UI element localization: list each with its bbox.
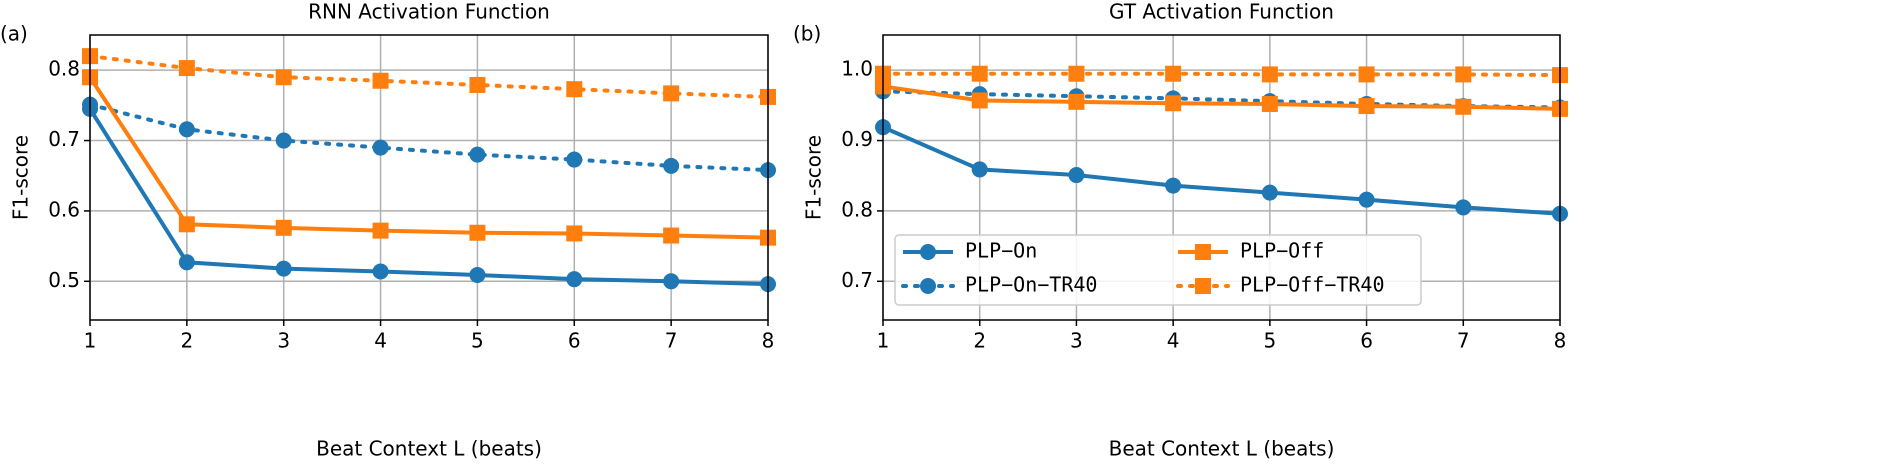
y-axis-label: F1-score	[802, 135, 826, 220]
series-line	[88, 107, 769, 287]
panel-label: (a)	[0, 22, 28, 46]
marker	[372, 222, 389, 239]
y-axis-label: F1-score	[9, 135, 33, 220]
legend-label: PLP−Off−TR40	[1240, 273, 1385, 297]
legend-box	[894, 234, 1422, 306]
plot-frame	[89, 34, 769, 321]
x-tick-label: 3	[1070, 329, 1083, 353]
x-tick-label: 1	[84, 329, 97, 353]
y-tick-label: 0.6	[48, 197, 80, 221]
series-line	[88, 76, 769, 240]
x-tick-label: 8	[1554, 329, 1567, 353]
marker	[372, 139, 389, 156]
x-tick-label: 8	[762, 329, 775, 353]
marker	[566, 151, 583, 168]
x-tick-label: 2	[973, 329, 986, 353]
marker	[1358, 191, 1375, 208]
x-tick-label: 4	[374, 329, 387, 353]
marker	[663, 227, 680, 244]
marker	[1455, 98, 1472, 115]
chart-title: RNN Activation Function	[308, 0, 550, 24]
marker	[663, 157, 680, 174]
marker	[1261, 184, 1278, 201]
marker	[178, 60, 195, 77]
marker	[178, 121, 195, 138]
series-line	[88, 54, 770, 99]
legend: PLP−On PLP−On−TR40 PLP−Off PLP−Off−TR40	[894, 234, 1422, 306]
marker	[1358, 98, 1375, 115]
legend-label: PLP−Off	[1240, 239, 1324, 263]
marker	[1261, 66, 1278, 83]
y-tick-label: 1.0	[841, 57, 873, 81]
x-tick-label: 6	[1360, 329, 1373, 353]
x-axis-label: Beat Context L (beats)	[1109, 437, 1335, 461]
marker	[566, 225, 583, 242]
marker	[1455, 66, 1472, 83]
marker	[469, 224, 486, 241]
marker	[1068, 93, 1085, 110]
legend-label: PLP−On	[965, 239, 1037, 263]
marker	[1165, 65, 1182, 82]
x-tick-label: 5	[471, 329, 484, 353]
plot-frame	[882, 34, 1561, 321]
series-line	[882, 84, 1561, 111]
legend-marker	[920, 244, 936, 260]
marker	[663, 85, 680, 102]
marker	[1068, 167, 1085, 184]
marker	[469, 76, 486, 93]
marker	[469, 146, 486, 163]
panel-label: (b)	[793, 22, 821, 46]
legend-marker	[1195, 244, 1211, 260]
marker	[469, 266, 486, 283]
series-line	[882, 125, 1561, 216]
marker	[178, 254, 195, 271]
marker	[1455, 199, 1472, 216]
marker	[1068, 65, 1085, 82]
x-tick-label: 7	[1457, 329, 1470, 353]
marker	[663, 273, 680, 290]
x-tick-label: 6	[568, 329, 581, 353]
marker	[275, 69, 292, 86]
y-tick-label: 0.8	[48, 57, 80, 81]
marker	[372, 263, 389, 280]
marker	[372, 72, 389, 89]
x-axis-label: Beat Context L (beats)	[316, 437, 542, 461]
y-tick-label: 0.7	[841, 268, 873, 292]
x-tick-label: 2	[180, 329, 193, 353]
y-tick-label: 0.5	[48, 268, 80, 292]
x-tick-label: 1	[877, 329, 890, 353]
marker	[566, 81, 583, 98]
chart-title: GT Activation Function	[1109, 0, 1334, 24]
marker	[566, 271, 583, 288]
x-tick-label: 4	[1167, 329, 1180, 353]
x-tick-label: 5	[1263, 329, 1276, 353]
marker	[275, 219, 292, 236]
marker	[971, 65, 988, 82]
marker	[1165, 95, 1182, 112]
legend-label: PLP−On−TR40	[965, 273, 1097, 297]
marker	[178, 216, 195, 233]
marker	[275, 260, 292, 277]
x-tick-label: 3	[277, 329, 290, 353]
marker	[971, 92, 988, 109]
y-tick-label: 0.9	[841, 127, 873, 151]
legend-marker	[1195, 278, 1211, 294]
x-tick-label: 7	[665, 329, 678, 353]
marker	[1358, 66, 1375, 83]
y-tick-label: 0.8	[841, 197, 873, 221]
marker	[275, 132, 292, 149]
y-tick-label: 0.7	[48, 127, 80, 151]
marker	[1165, 177, 1182, 194]
series-line	[881, 71, 1562, 78]
legend-marker	[920, 278, 936, 294]
marker	[971, 161, 988, 178]
marker	[1261, 95, 1278, 112]
